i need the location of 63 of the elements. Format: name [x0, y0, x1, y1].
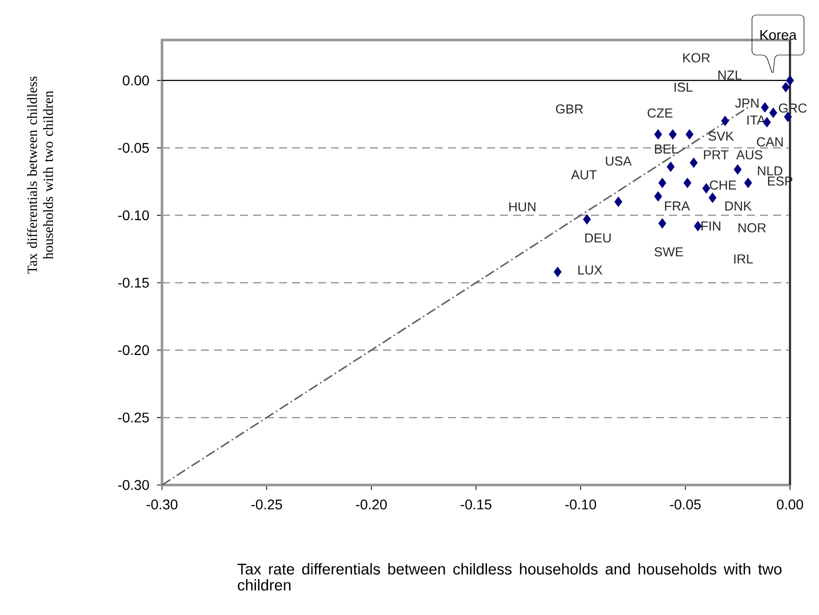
point	[654, 129, 662, 140]
point	[694, 220, 702, 232]
point	[690, 158, 698, 168]
annotation: NZL	[718, 70, 742, 80]
annotation: USA	[606, 156, 632, 166]
x-tick-label: -0.15	[460, 500, 492, 510]
y-tick-label: -0.30	[118, 480, 149, 490]
y-tick-label: -0.25	[118, 412, 149, 423]
x-tick-label: -0.30	[146, 500, 178, 510]
annotation: FRA	[665, 202, 690, 210]
point	[734, 164, 742, 175]
x-tick-label: -0.25	[251, 500, 282, 510]
annotation: LUX	[578, 266, 602, 275]
annotation: NLD	[758, 166, 782, 176]
annotation: PRT	[704, 150, 728, 160]
point	[614, 196, 622, 208]
point	[666, 162, 675, 172]
x-tick-label: -0.05	[670, 500, 701, 510]
point	[786, 75, 794, 86]
y-tick-label: 0.00	[122, 75, 149, 86]
point	[708, 192, 716, 203]
annotation: KOR	[683, 53, 710, 62]
point	[658, 178, 666, 188]
y-tick-label: -0.05	[118, 142, 149, 153]
point	[702, 183, 710, 194]
x-tick-label: -0.10	[565, 500, 596, 510]
point	[668, 129, 677, 140]
point	[760, 102, 769, 113]
point	[583, 214, 591, 225]
point	[744, 178, 752, 188]
point	[721, 116, 730, 126]
annotation: GBR	[556, 104, 583, 114]
annotation: CAN	[756, 137, 783, 146]
annotation: ITA	[747, 116, 766, 125]
text: Korea	[760, 30, 797, 40]
annotation: AUT	[571, 170, 597, 180]
point	[658, 218, 666, 229]
annotation: CZE	[648, 108, 672, 118]
y-tick-label: -0.20	[118, 345, 149, 356]
annotation: IRL	[734, 254, 753, 264]
point	[686, 129, 694, 140]
x-axis-title: Tax rate differentials between childless households and households with two children	[238, 563, 782, 591]
annotation: DEU	[585, 233, 611, 243]
annotation: SVK	[708, 132, 734, 141]
point	[782, 82, 790, 92]
y-tick-label: -0.10	[118, 210, 149, 220]
annotation: SWE	[654, 247, 683, 256]
annotation: DNK	[725, 202, 752, 210]
y-tick-label: -0.15	[118, 278, 149, 288]
annotation: AUS	[736, 150, 762, 160]
annotation: FIN	[701, 222, 720, 230]
point	[769, 108, 778, 118]
annotation: JPN	[735, 98, 758, 108]
annotation: ISL	[674, 82, 692, 92]
y-axis-title: Tax differentials between childless households with two children	[27, 76, 54, 274]
x-tick-label: 0.00	[776, 500, 804, 510]
annotation: NOR	[738, 223, 766, 232]
point	[683, 178, 692, 188]
annotation: HUN	[509, 202, 536, 212]
point	[554, 266, 562, 278]
point	[654, 191, 662, 202]
annotation: CHE	[710, 180, 736, 190]
x-tick-label: -0.20	[356, 500, 387, 510]
